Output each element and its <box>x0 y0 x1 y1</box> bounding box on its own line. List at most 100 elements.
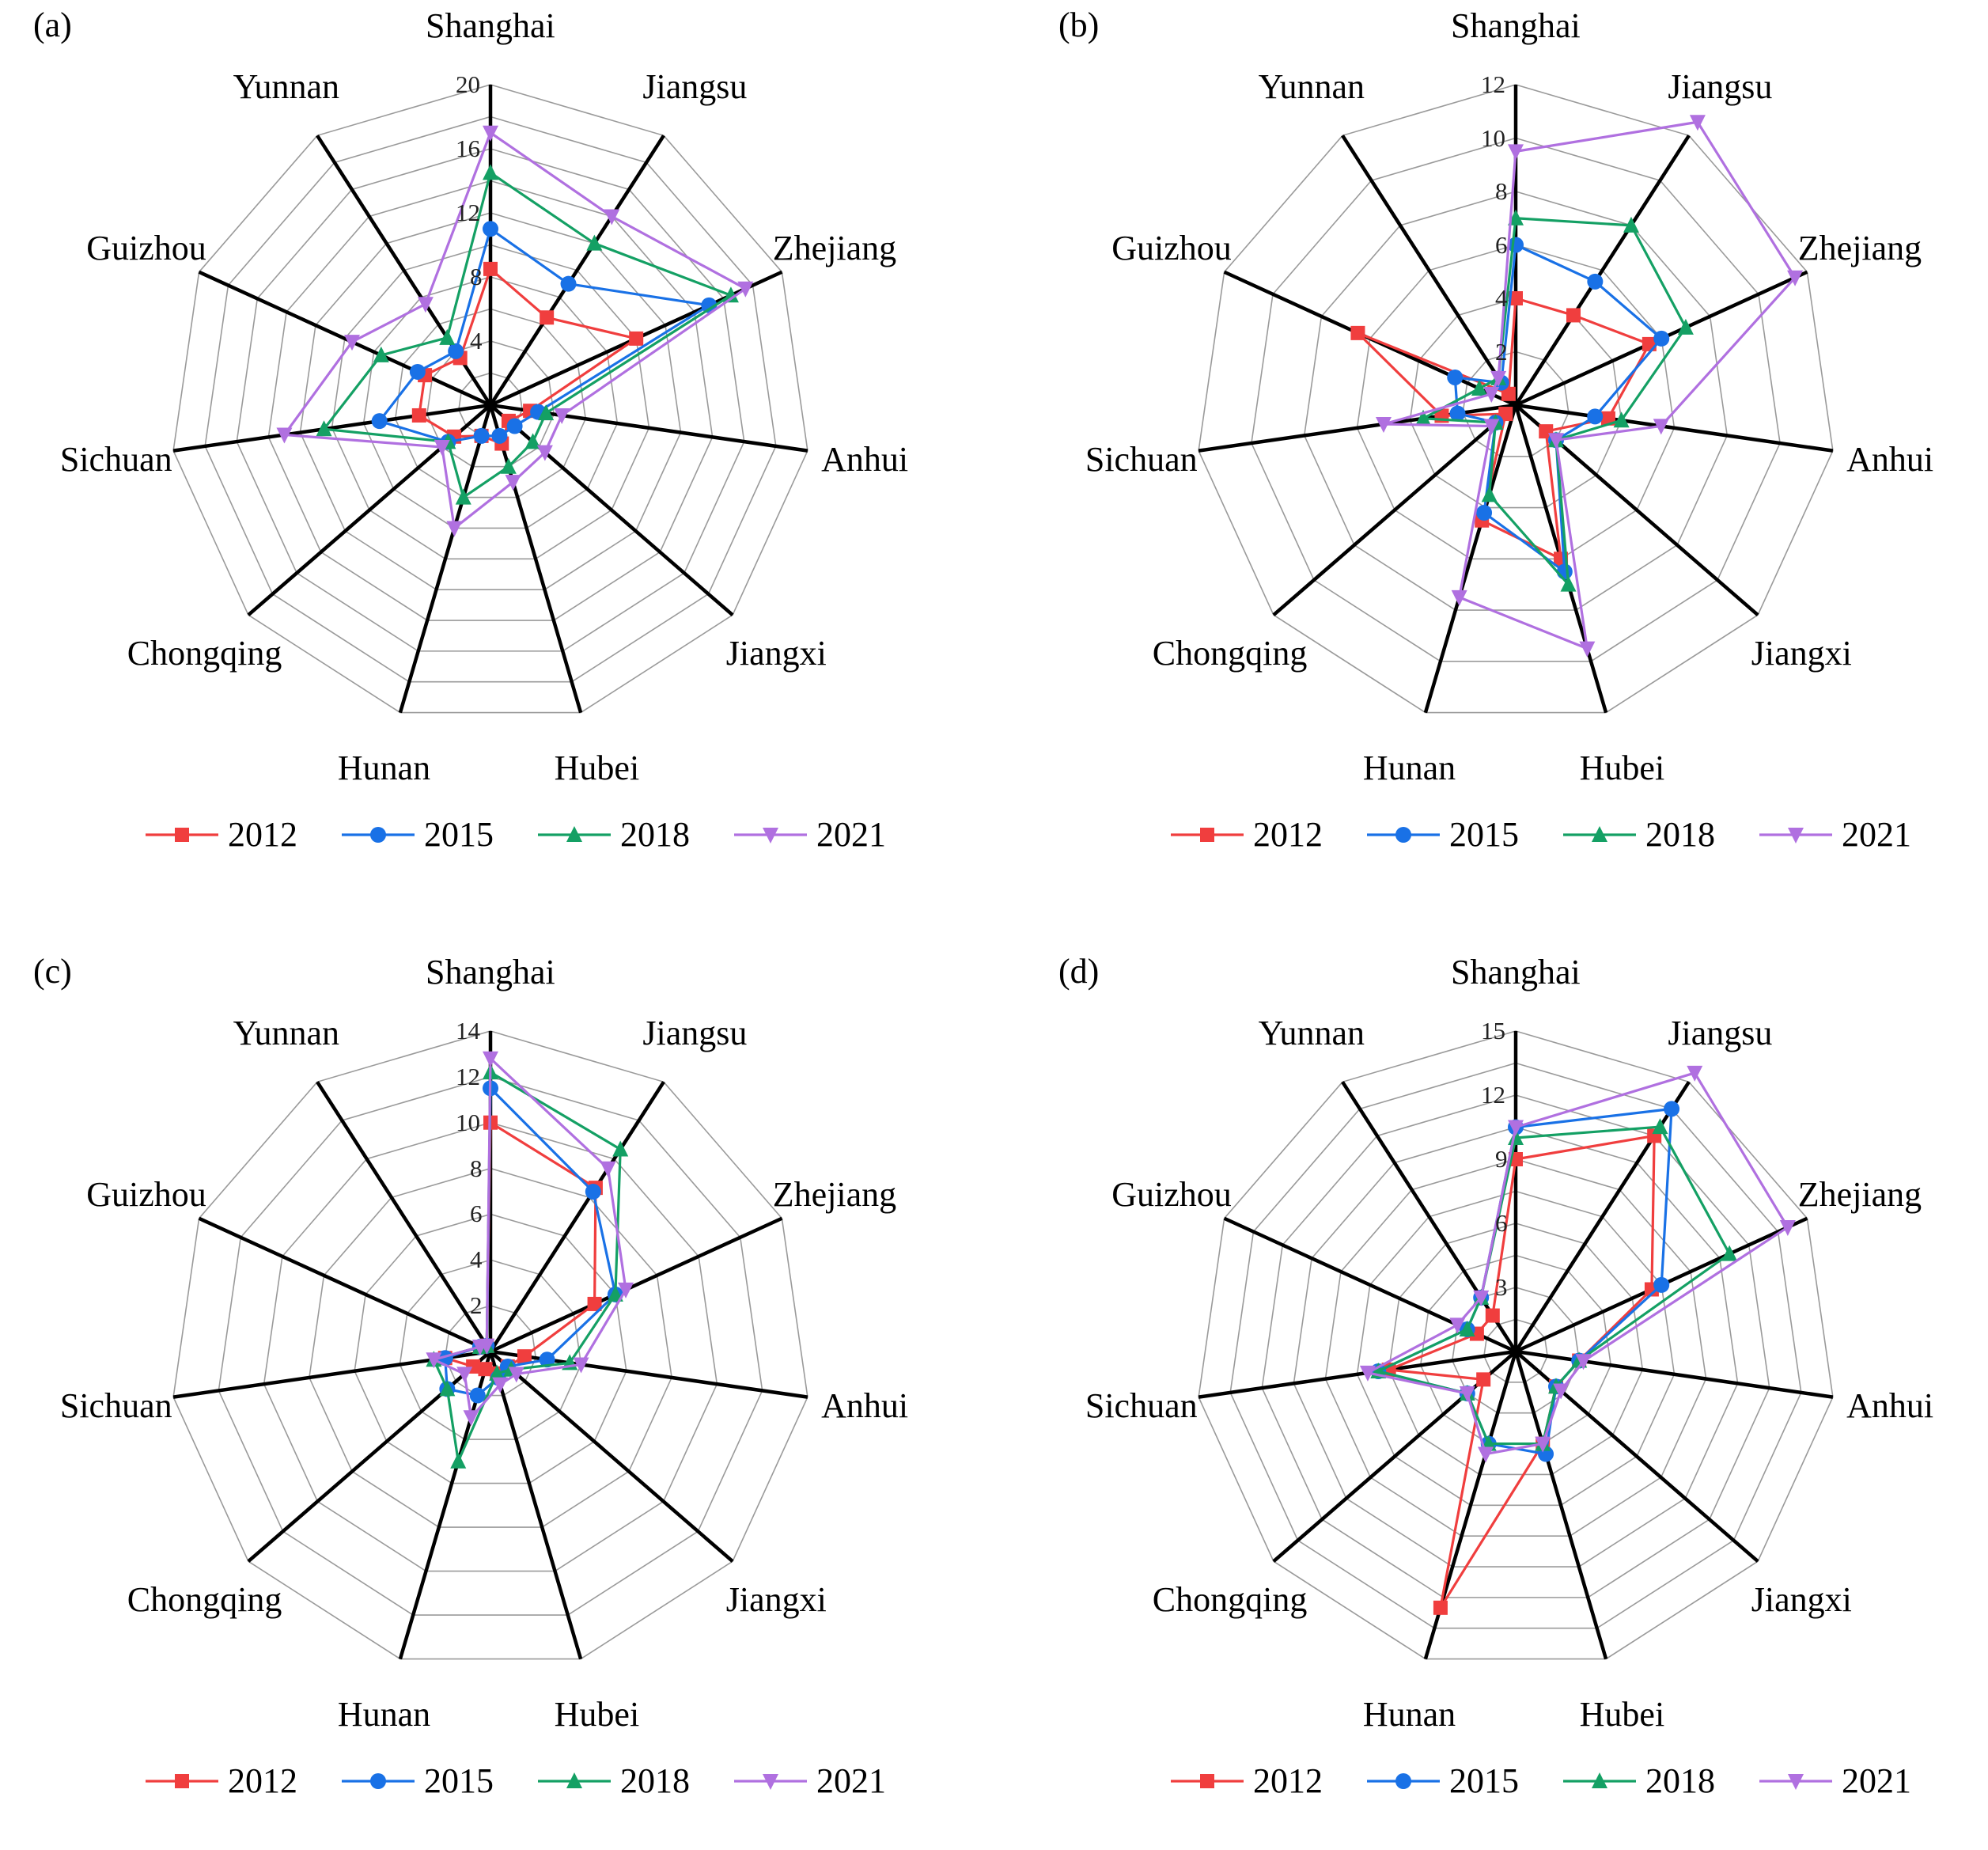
legend-marker <box>1200 828 1214 842</box>
axis-label-hubei: Hubei <box>554 749 640 788</box>
data-point-2018-jiangsu <box>612 1140 629 1157</box>
axis-label-chongqing: Chongqing <box>1152 633 1308 673</box>
data-point-2012-hunan <box>478 1362 493 1377</box>
data-point-2015-hunan <box>469 1387 486 1404</box>
axis-spoke-chongqing <box>1272 1350 1517 1563</box>
legend-marker <box>1592 826 1607 842</box>
grid-ring <box>354 1213 627 1484</box>
data-point-2018-hubei <box>489 1364 506 1381</box>
data-point-2021-sichuan <box>1375 417 1392 434</box>
legend-marker <box>1395 1773 1411 1789</box>
panel-d: (d) 3 6 9 12 15 Shanghai Jiangsu Zhejiang Anhui J… <box>1025 946 1988 1850</box>
grid-ring <box>426 340 555 468</box>
data-point-2018-sichuan <box>316 420 332 437</box>
data-point-2018-guizhou <box>1471 379 1487 396</box>
legend-item-2015: 2015 <box>339 1757 536 1805</box>
legend-label: 2015 <box>424 1761 494 1800</box>
axis-spoke-yunnan <box>316 1081 492 1353</box>
legend-marker <box>1788 1774 1804 1790</box>
axis-label-anhui: Anhui <box>821 1386 909 1425</box>
axis-label-shanghai: Shanghai <box>1451 952 1581 991</box>
axis-label-jiangxi: Jiangxi <box>1751 1579 1852 1619</box>
radar-chart <box>172 1030 808 1660</box>
data-point-2021-jiangsu <box>600 1161 616 1177</box>
legend-swatch <box>538 1772 611 1788</box>
tick-label: 4 <box>470 327 483 354</box>
grid-ring <box>267 180 714 621</box>
legend-swatch <box>734 1774 807 1790</box>
legend-item-2015: 2015 <box>1364 1757 1562 1805</box>
axis-label-guizhou: Guizhou <box>1111 1174 1232 1214</box>
tick-label: 2 <box>470 1291 483 1320</box>
legend-swatch <box>1367 827 1440 843</box>
tick-label: 8 <box>470 263 483 290</box>
grid-ring <box>1261 1094 1770 1598</box>
grid-ring <box>204 116 777 683</box>
data-point-2021-anhui <box>573 1357 589 1374</box>
radar-chart <box>172 84 808 714</box>
data-point-2012-shanghai <box>483 261 498 276</box>
legend-marker <box>175 1774 189 1788</box>
grid-ring <box>1356 244 1676 560</box>
legend-label: 2012 <box>228 815 297 854</box>
axis-label-jiangsu: Jiangsu <box>642 1014 748 1053</box>
data-point-2021-anhui <box>1575 1354 1592 1370</box>
legend-marker <box>1788 828 1804 843</box>
grid-ring <box>1324 1158 1707 1537</box>
data-point-2018-zhejiang <box>1677 318 1694 335</box>
tick-label: 2 <box>1495 337 1508 366</box>
legend-marker <box>175 828 189 842</box>
data-point-2021-hunan <box>446 521 463 537</box>
data-point-2021-hubei <box>1579 641 1596 658</box>
legend-marker <box>763 1774 778 1790</box>
data-point-2012-jiangsu <box>1566 308 1581 323</box>
data-point-2018-yunnan <box>439 328 456 345</box>
data-point-2018-hunan <box>455 488 471 505</box>
legend-item-2018: 2018 <box>535 1757 733 1805</box>
legend-swatch <box>538 826 611 842</box>
tick-label: 15 <box>1481 1017 1505 1044</box>
data-point-2012-zhejiang <box>587 1296 602 1311</box>
data-point-2018-jiangsu <box>586 234 603 251</box>
axis-spoke-guizhou <box>198 270 491 408</box>
legend-marker <box>1592 1772 1607 1788</box>
data-point-2015-anhui <box>1587 408 1604 425</box>
grid-ring <box>1293 1126 1739 1568</box>
data-point-2021-jiangsu <box>1689 115 1706 131</box>
data-point-2012-jiangsu <box>540 310 555 325</box>
legend-swatch <box>1171 1774 1244 1788</box>
axis-spoke-jiangsu <box>489 135 665 407</box>
grid-ring <box>263 1121 718 1572</box>
legend-swatch <box>342 1773 415 1789</box>
legend-label: 2018 <box>1645 815 1715 854</box>
legend-swatch <box>1171 828 1244 842</box>
legend-label: 2012 <box>228 1761 297 1800</box>
grid-ring <box>172 1030 808 1660</box>
grid-ring <box>218 1076 763 1616</box>
data-point-2012-anhui <box>517 1349 532 1364</box>
data-point-2018-hubei <box>1560 575 1577 592</box>
data-point-2021-shanghai <box>483 1051 498 1067</box>
data-point-2021-hubei <box>1535 1436 1551 1453</box>
data-point-2012-zhejiang <box>629 331 644 346</box>
data-point-2012-yunnan <box>1485 1308 1500 1323</box>
data-point-2021-jiangsu <box>1687 1065 1703 1082</box>
data-point-2018-guizhou <box>373 346 389 362</box>
legend-item-2012: 2012 <box>142 811 340 859</box>
axis-label-jiangsu: Jiangsu <box>642 67 748 107</box>
grid-ring <box>1198 1030 1834 1660</box>
series-line-2021 <box>1382 120 1797 650</box>
axis-label-jiangsu: Jiangsu <box>1668 67 1773 107</box>
figure-stage: (a) 4 8 12 16 20 Shanghai Jiangsu Zhejiang Anhui… <box>33 6 1933 1805</box>
legend-label: 2015 <box>424 815 494 854</box>
legend-label: 2012 <box>1253 815 1323 854</box>
series-line-2018 <box>322 171 733 499</box>
tick-label: 6 <box>470 1200 483 1228</box>
axis-label-jiangsu: Jiangsu <box>1668 1014 1773 1053</box>
axis-spoke-sichuan <box>172 403 491 453</box>
grid-ring <box>172 84 808 714</box>
data-point-2021-yunnan <box>417 297 434 313</box>
data-point-2015-guizhou <box>1447 369 1464 385</box>
data-point-2021-yunnan <box>1490 370 1507 387</box>
grid-ring <box>1483 1318 1548 1383</box>
